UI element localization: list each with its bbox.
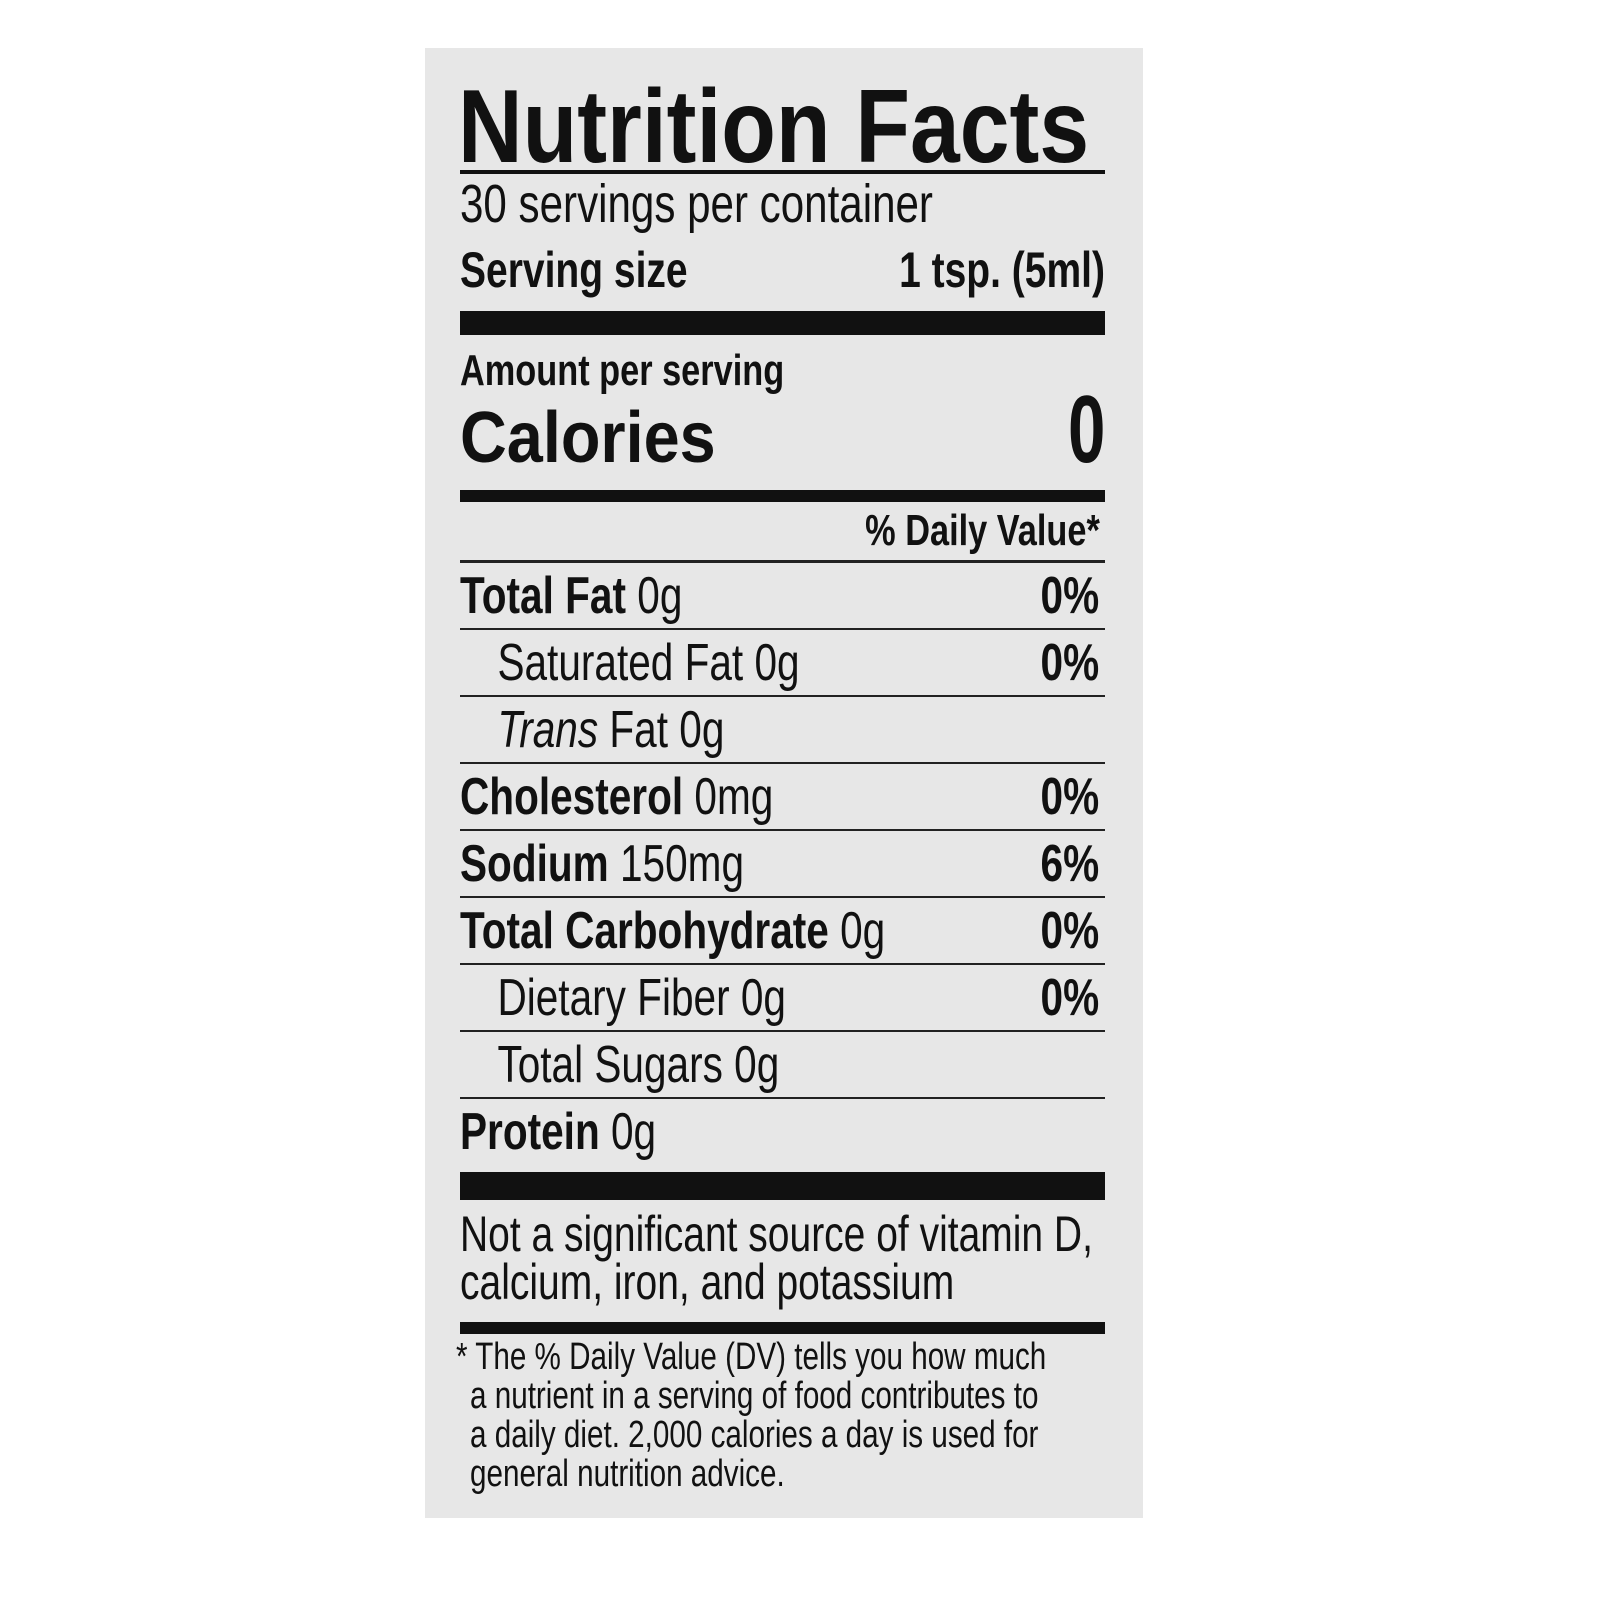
nutrient-row-protein: Protein 0g <box>460 1103 657 1161</box>
not-significant-note: Not a significant source of vitamin D, c… <box>460 1206 1093 1310</box>
nutrient-row-dietary-fiber: Dietary Fiber 0g 0% <box>460 965 1105 1032</box>
nutrient-row-saturated-fat: Saturated Fat 0g 0% <box>460 630 1105 697</box>
calories-value: 0 <box>1067 376 1105 483</box>
nutrient-row-total-carbohydrate: Total Carbohydrate 0g 0% <box>460 898 1105 965</box>
daily-value-header: % Daily Value* <box>865 506 1100 555</box>
divider-medium <box>460 490 1105 502</box>
serving-size-label: Serving size <box>460 242 688 298</box>
nutrient-row-trans-fat: Trans Fat 0g <box>460 697 1105 764</box>
serving-size-value: 1 tsp. (5ml) <box>899 242 1105 298</box>
divider-thin <box>460 560 1105 563</box>
label-title: Nutrition Facts <box>458 69 1090 185</box>
divider-thick <box>460 311 1105 335</box>
serving-size-row: Serving size 1 tsp. (5ml) <box>460 240 1105 300</box>
nutrient-row-total-fat: Total Fat 0g 0% <box>460 563 1105 630</box>
nutrition-label-panel <box>425 48 1143 1518</box>
divider-thin <box>460 170 1105 174</box>
nutrient-row-sodium: Sodium 150mg 6% <box>460 831 1105 898</box>
divider-medium <box>460 1322 1105 1334</box>
daily-value-footnote: * The % Daily Value (DV) tells you how m… <box>456 1336 1047 1495</box>
divider-thick <box>460 1172 1105 1200</box>
nutrient-row-cholesterol: Cholesterol 0mg 0% <box>460 764 1105 831</box>
calories-row: Calories 0 <box>460 382 1105 480</box>
calories-label: Calories <box>460 398 716 478</box>
servings-per-container: 30 servings per container <box>460 174 933 234</box>
nutrient-row-total-sugars: Total Sugars 0g <box>460 1032 1105 1099</box>
amount-per-serving: Amount per serving <box>460 346 785 395</box>
